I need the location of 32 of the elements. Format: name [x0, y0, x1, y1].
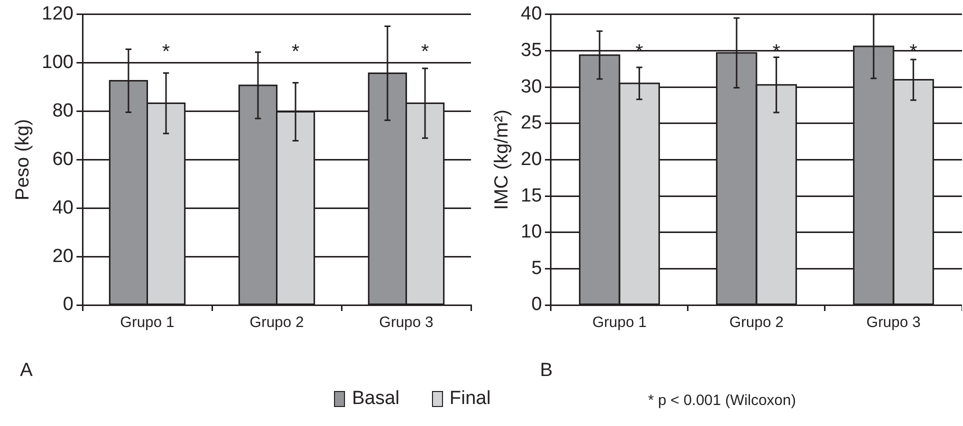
y-tick-label: 30 [520, 76, 542, 98]
x-tick-label: Grupo 2 [250, 314, 304, 332]
x-tick-label: Grupo 3 [379, 314, 434, 332]
text: B [540, 360, 553, 382]
y-tick-label: 60 [52, 148, 74, 170]
x-tick-label: Grupo 1 [592, 314, 647, 332]
y-tick-label: 5 [531, 258, 542, 279]
annotation: * [292, 40, 300, 63]
y-tick-label: 40 [52, 197, 74, 218]
y-tick-label: 25 [520, 112, 542, 134]
y-tick-label: 0 [62, 294, 74, 316]
y-axis-title: IMC (kg/m²) [492, 110, 513, 210]
annotation: * [421, 40, 430, 63]
y-tick-label: 35 [520, 40, 542, 61]
x-tick-label: Grupo 3 [866, 314, 921, 332]
legend-label: Basal [352, 388, 400, 410]
x-tick-label: Grupo 1 [120, 314, 174, 332]
y-tick-label: 120 [42, 4, 74, 25]
y-tick-label: 80 [52, 100, 74, 122]
y-tick-label: 40 [520, 4, 542, 25]
y-tick-label: 15 [520, 185, 542, 206]
y-tick-label: 20 [52, 246, 74, 267]
y-tick-label: 100 [42, 52, 74, 74]
y-tick-label: 20 [520, 148, 542, 170]
y-tick-label: 0 [531, 294, 542, 316]
y-tick-label: 10 [520, 222, 542, 243]
text: A [20, 360, 33, 382]
x-tick-label: Grupo 2 [729, 314, 784, 332]
annotation: * [162, 40, 170, 63]
y-axis-title: Peso (kg) [12, 119, 34, 200]
text: * p < 0.001 (Wilcoxon) [648, 392, 796, 409]
legend-label: Final [450, 388, 491, 410]
